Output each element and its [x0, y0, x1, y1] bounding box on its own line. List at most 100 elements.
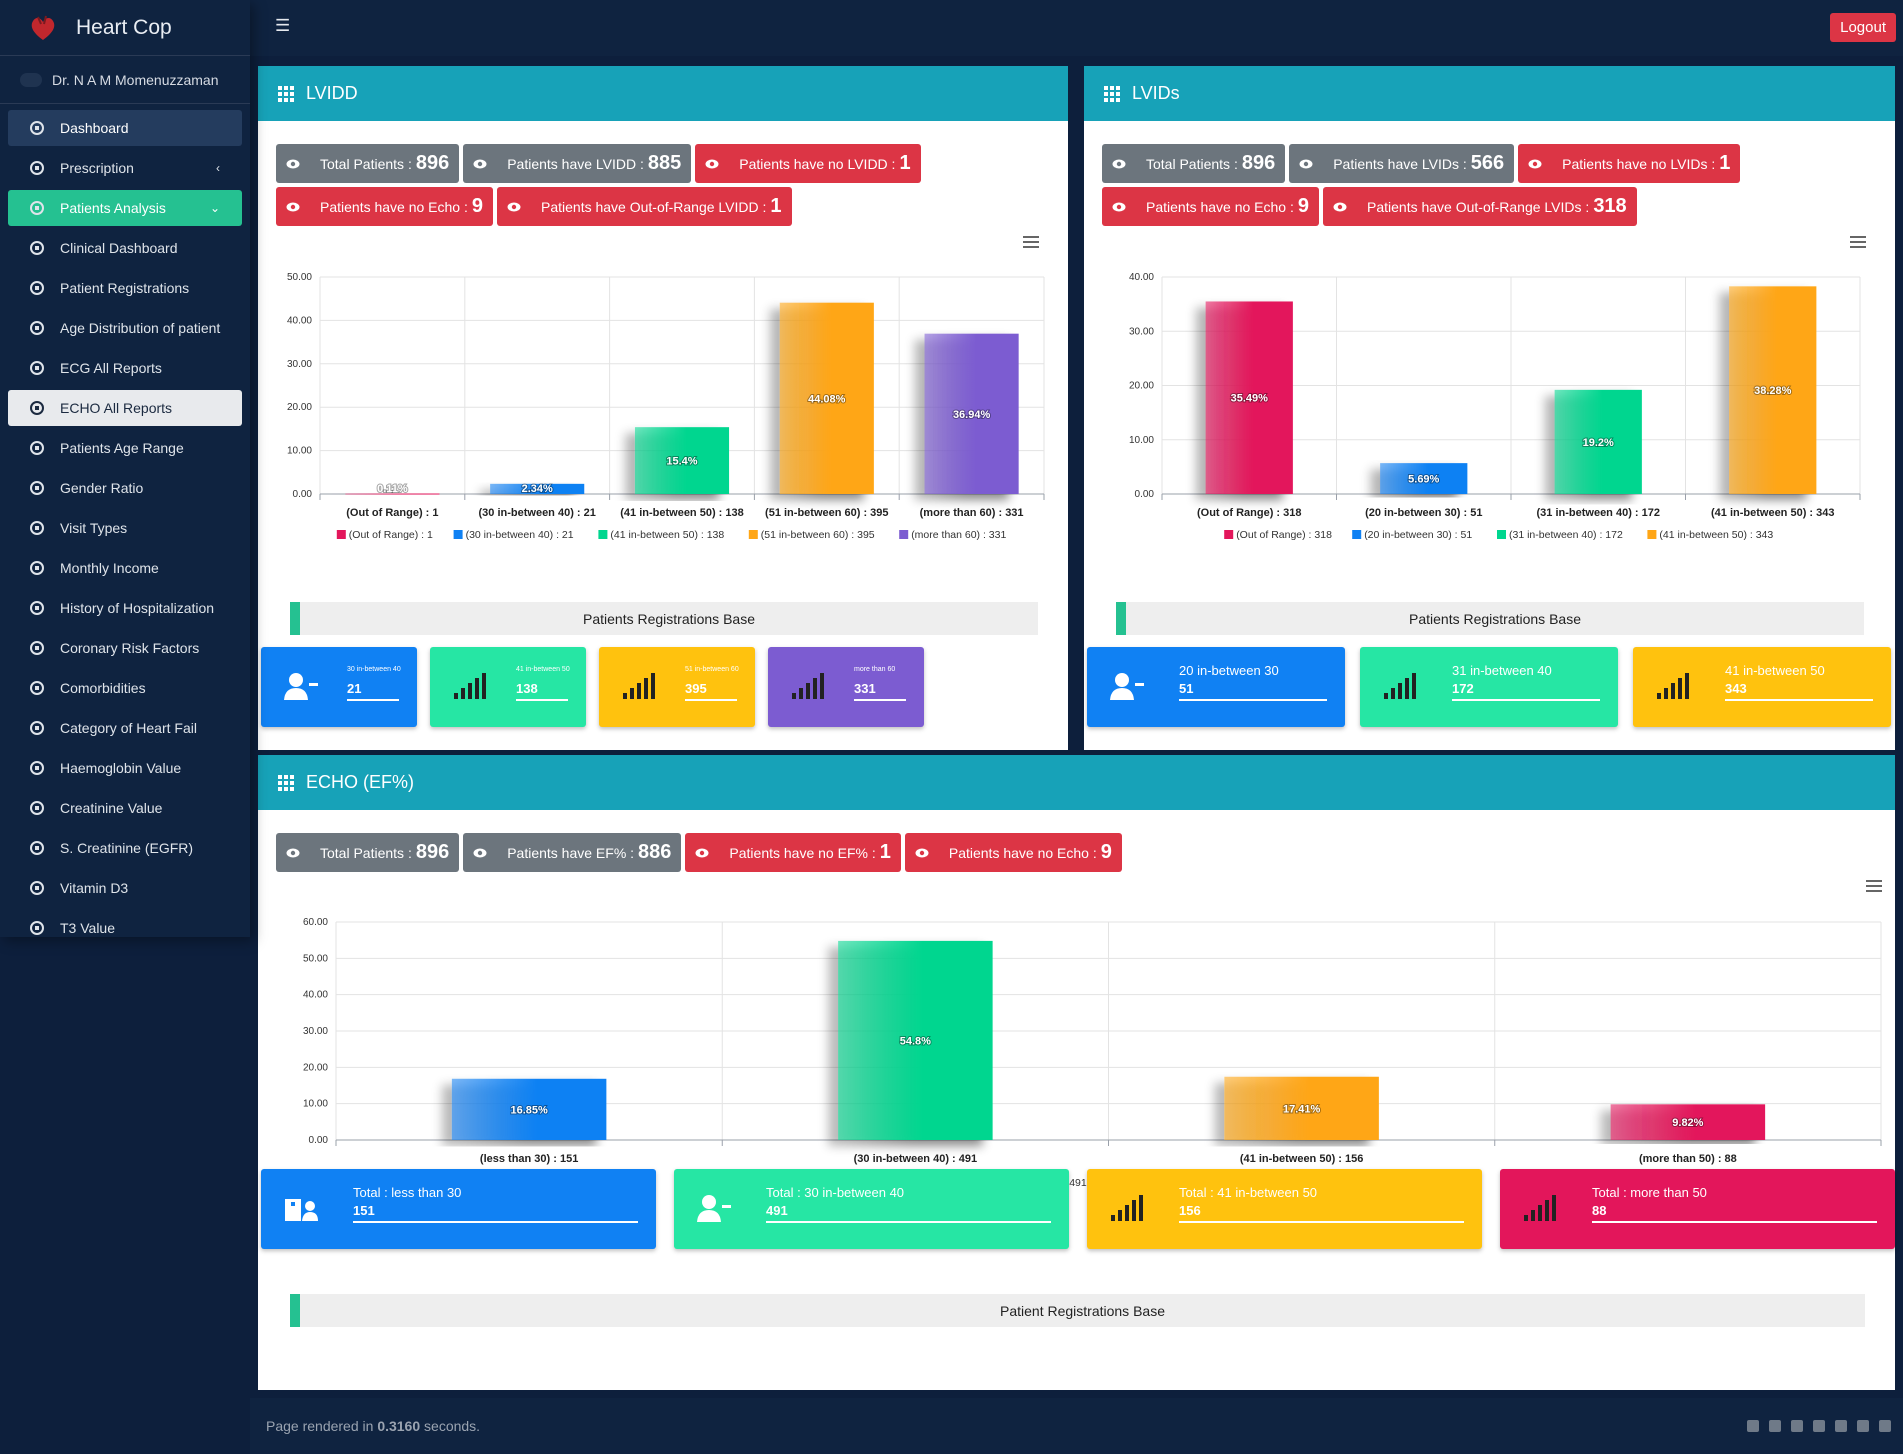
- stat-badge[interactable]: Patients have no LVIDs : 1: [1518, 144, 1741, 183]
- y-tick-label: 50.00: [287, 272, 312, 283]
- summary-tile[interactable]: 41 in-between 50 343: [1633, 647, 1891, 727]
- legend-item: (41 in-between 50) : 343: [1659, 529, 1773, 541]
- eye-icon: [286, 159, 300, 168]
- stat-badge[interactable]: Patients have no Echo : 9: [1102, 187, 1319, 226]
- sidebar-item-label: Clinical Dashboard: [60, 240, 178, 256]
- badge-label: Patients have Out-of-Range LVIDD :: [541, 198, 767, 215]
- lvidd-card: LVIDD Total Patients : 896 Patients have …: [258, 66, 1068, 750]
- stat-badge[interactable]: Total Patients : 896: [276, 833, 460, 872]
- sidebar-item-patients-analysis[interactable]: Patients Analysis ⌄: [8, 190, 242, 226]
- stat-badge[interactable]: Patients have EF% : 886: [463, 833, 682, 872]
- sidebar-item-patients-age-range[interactable]: Patients Age Range: [8, 430, 242, 466]
- chart-legend: (Out of Range) : 318 (20 in-between 30) :…: [1224, 529, 1773, 541]
- user-panel[interactable]: Dr. N A M Momenuzzaman: [0, 56, 250, 104]
- sidebar-item-visit-types[interactable]: Visit Types: [8, 510, 242, 546]
- sidebar-item-coronary-risk-factors[interactable]: Coronary Risk Factors: [8, 630, 242, 666]
- bar: [1224, 1076, 1379, 1140]
- sidebar-item-clinical-dashboard[interactable]: Clinical Dashboard: [8, 230, 242, 266]
- stat-badge[interactable]: Patients have no Echo : 9: [276, 187, 493, 226]
- x-tick-label: (more than 50) : 88: [1639, 1153, 1737, 1165]
- summary-tile[interactable]: 31 in-between 40 172: [1360, 647, 1618, 727]
- sidebar-item-label: Comorbidities: [60, 680, 146, 696]
- sidebar-item-history-of-hospitalization[interactable]: History of Hospitalization: [8, 590, 242, 626]
- summary-tile[interactable]: Total : 41 in-between 50 156: [1087, 1169, 1482, 1249]
- sidebar-item-s-creatinine-egfr[interactable]: S. Creatinine (EGFR): [8, 830, 242, 866]
- signal-icon: [1109, 1193, 1145, 1223]
- chart-menu-icon[interactable]: [1866, 880, 1882, 892]
- sidebar-item-comorbidities[interactable]: Comorbidities: [8, 670, 242, 706]
- stat-badge[interactable]: Patients have LVIDs : 566: [1289, 144, 1515, 183]
- sidebar-item-label: Prescription: [60, 160, 134, 176]
- chart-menu-icon[interactable]: [1023, 236, 1039, 248]
- sidebar-item-t3-value[interactable]: T3 Value: [8, 910, 242, 946]
- legend-item: (Out of Range) : 318: [1236, 529, 1332, 541]
- sidebar-item-creatinine-value[interactable]: Creatinine Value: [8, 790, 242, 826]
- asterisk-icon: [26, 919, 48, 937]
- stat-badge[interactable]: Patients have LVIDD : 885: [463, 144, 692, 183]
- summary-tile[interactable]: Total : less than 30 151: [261, 1169, 656, 1249]
- summary-tile[interactable]: 51 in-between 60 395: [599, 647, 755, 727]
- topbar: ☰ Logout: [250, 0, 1903, 56]
- menu-toggle-icon[interactable]: ☰: [275, 16, 291, 35]
- tile-label: 20 in-between 30: [1179, 663, 1279, 678]
- stat-badge[interactable]: Patients have no Echo : 9: [904, 833, 1122, 872]
- chart-legend: (Out of Range) : 1 (30 in-between 40) : 2…: [336, 529, 1006, 541]
- brand[interactable]: Heart Cop: [0, 0, 250, 56]
- sidebar-item-monthly-income[interactable]: Monthly Income: [8, 550, 242, 586]
- summary-tile[interactable]: 30 in-between 40 21: [261, 647, 417, 727]
- badge-label: Patients have LVIDD :: [507, 155, 644, 172]
- sidebar-item-label: Vitamin D3: [60, 880, 129, 896]
- tile-label: 31 in-between 40: [1452, 663, 1552, 678]
- sidebar-item-age-distribution-of-patient[interactable]: Age Distribution of patient: [8, 310, 242, 346]
- stat-badge[interactable]: Total Patients : 896: [276, 144, 460, 183]
- stat-badge[interactable]: Patients have no LVIDD : 1: [695, 144, 921, 183]
- sidebar-item-haemoglobin-value[interactable]: Haemoglobin Value: [8, 750, 242, 786]
- badge-label: Patients have Out-of-Range LVIDs :: [1367, 198, 1590, 215]
- summary-tile[interactable]: more than 60 331: [768, 647, 924, 727]
- signal-icon: [1655, 671, 1691, 701]
- sidebar-item-patient-registrations[interactable]: Patient Registrations: [8, 270, 242, 306]
- y-tick-label: 30.00: [1129, 326, 1154, 337]
- tile-progress-line: [685, 699, 737, 701]
- bar: [345, 493, 440, 495]
- summary-tile[interactable]: 41 in-between 50 138: [430, 647, 586, 727]
- y-tick-label: 10.00: [287, 446, 312, 457]
- summary-tile[interactable]: Total : 30 in-between 40 491: [674, 1169, 1069, 1249]
- table-icon: [1104, 85, 1120, 102]
- bar: [1205, 301, 1293, 494]
- stat-badge[interactable]: Patients have no EF% : 1: [685, 833, 901, 872]
- badge-label: Patients have no Echo :: [948, 844, 1097, 861]
- badge-label: Patients have no LVIDs :: [1562, 155, 1716, 172]
- lvids-reg-title: Patients Registrations Base: [1409, 610, 1581, 627]
- sidebar-item-prescription[interactable]: Prescription ‹: [8, 150, 242, 186]
- stat-badge[interactable]: Patients have Out-of-Range LVIDD : 1: [497, 187, 792, 226]
- sidebar-item-dashboard[interactable]: Dashboard: [8, 110, 242, 146]
- tile-value: 343: [1725, 681, 1747, 696]
- sidebar-item-category-of-heart-fail[interactable]: Category of Heart Fail: [8, 710, 242, 746]
- y-tick-label: 50.00: [303, 953, 328, 964]
- badge-value: 1: [879, 841, 891, 863]
- tile-value: 491: [766, 1203, 788, 1218]
- sidebar-item-label: Dashboard: [60, 120, 129, 136]
- eye-icon: [1299, 159, 1313, 168]
- sidebar-item-ecg-all-reports[interactable]: ECG All Reports: [8, 350, 242, 386]
- php-icon: [1769, 1420, 1781, 1432]
- eye-icon: [473, 848, 487, 857]
- bar: [924, 333, 1019, 494]
- stat-badge[interactable]: Patients have Out-of-Range LVIDs : 318: [1323, 187, 1637, 226]
- stat-badge[interactable]: Total Patients : 896: [1102, 144, 1286, 183]
- echo-title: ECHO (EF%): [306, 772, 414, 792]
- data-label: 16.85%: [510, 1104, 548, 1116]
- sidebar-item-gender-ratio[interactable]: Gender Ratio: [8, 470, 242, 506]
- summary-tile[interactable]: 20 in-between 30 51: [1087, 647, 1345, 727]
- tile-value: 395: [685, 681, 707, 696]
- summary-tile[interactable]: Total : more than 50 88: [1500, 1169, 1895, 1249]
- sidebar-item-echo-all-reports[interactable]: ECHO All Reports: [8, 390, 242, 426]
- x-tick-label: (less than 30) : 151: [480, 1153, 578, 1165]
- chart-menu-icon[interactable]: [1850, 236, 1866, 248]
- logout-button[interactable]: Logout: [1830, 13, 1896, 42]
- badge-value: 885: [647, 152, 682, 174]
- sidebar: Heart Cop Dr. N A M Momenuzzaman Dashboa…: [0, 0, 250, 937]
- sidebar-item-vitamin-d3[interactable]: Vitamin D3: [8, 870, 242, 906]
- eye-icon: [1528, 159, 1542, 168]
